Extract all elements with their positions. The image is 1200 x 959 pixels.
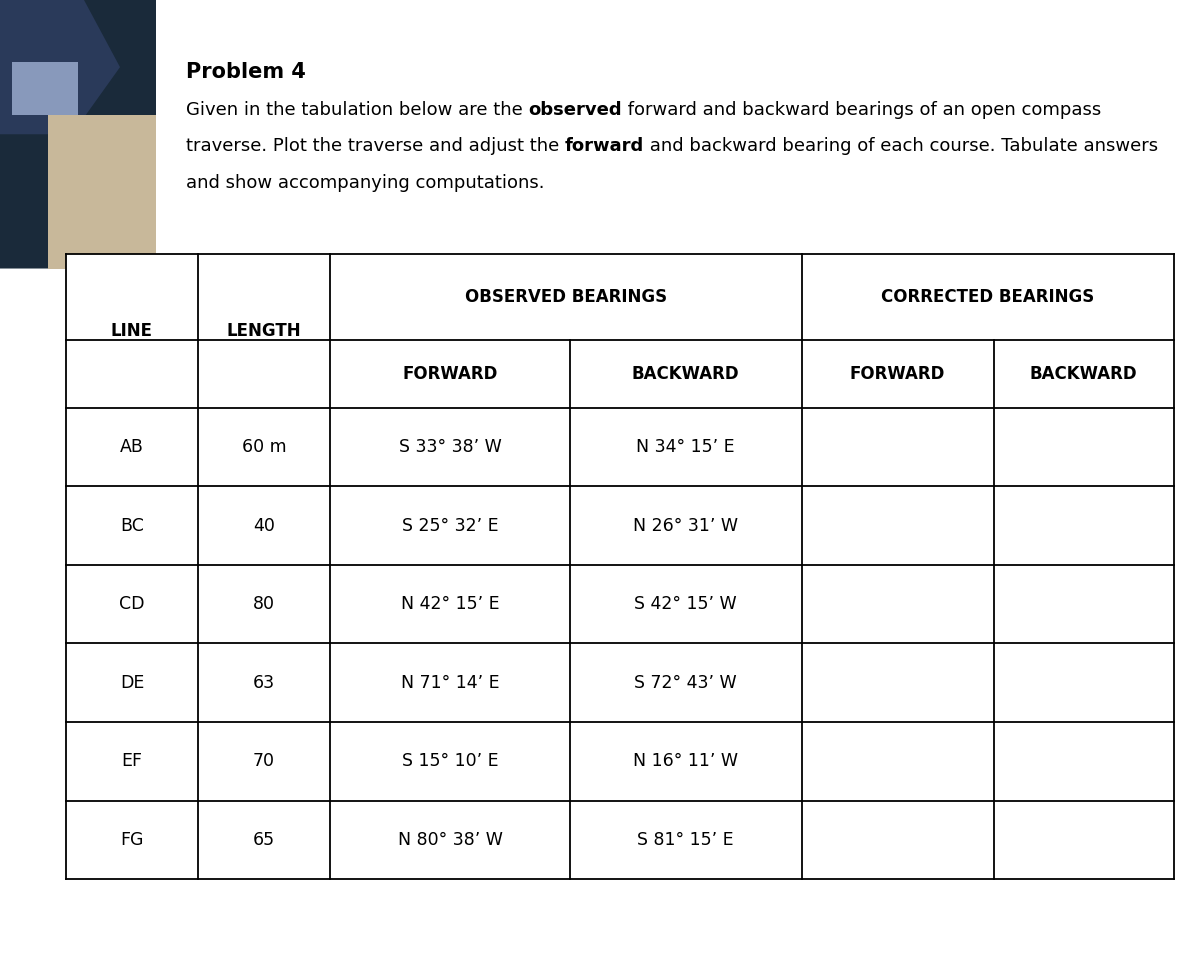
Text: N 26° 31’ W: N 26° 31’ W — [634, 517, 738, 534]
Text: S 81° 15’ E: S 81° 15’ E — [637, 831, 734, 849]
Text: OBSERVED BEARINGS: OBSERVED BEARINGS — [464, 289, 667, 306]
Text: BACKWARD: BACKWARD — [632, 365, 739, 383]
Text: FORWARD: FORWARD — [402, 365, 498, 383]
Text: S 42° 15’ W: S 42° 15’ W — [635, 596, 737, 613]
Text: observed: observed — [528, 101, 622, 119]
Polygon shape — [0, 0, 120, 134]
Polygon shape — [0, 0, 156, 269]
Bar — [12, 62, 78, 115]
Text: CORRECTED BEARINGS: CORRECTED BEARINGS — [881, 289, 1094, 306]
Text: traverse. Plot the traverse and adjust the: traverse. Plot the traverse and adjust t… — [186, 137, 565, 155]
Text: 80: 80 — [253, 596, 275, 613]
Text: DE: DE — [120, 674, 144, 691]
Text: S 72° 43’ W: S 72° 43’ W — [635, 674, 737, 691]
Text: Given in the tabulation below are the: Given in the tabulation below are the — [186, 101, 528, 119]
Text: and show accompanying computations.: and show accompanying computations. — [186, 174, 545, 192]
Text: FG: FG — [120, 831, 144, 849]
Text: forward and backward bearings of an open compass: forward and backward bearings of an open… — [622, 101, 1102, 119]
Text: N 80° 38’ W: N 80° 38’ W — [397, 831, 503, 849]
Text: CD: CD — [119, 596, 145, 613]
Bar — [66, 254, 1174, 879]
Text: 70: 70 — [253, 753, 275, 770]
Text: LENGTH: LENGTH — [227, 322, 301, 339]
Text: BC: BC — [120, 517, 144, 534]
Text: AB: AB — [120, 438, 144, 456]
Text: forward: forward — [565, 137, 644, 155]
Text: FORWARD: FORWARD — [850, 365, 946, 383]
Text: S 33° 38’ W: S 33° 38’ W — [398, 438, 502, 456]
Text: and backward bearing of each course. Tabulate answers: and backward bearing of each course. Tab… — [644, 137, 1158, 155]
Text: 65: 65 — [253, 831, 275, 849]
Text: N 71° 14’ E: N 71° 14’ E — [401, 674, 499, 691]
Text: BACKWARD: BACKWARD — [1030, 365, 1138, 383]
Text: 40: 40 — [253, 517, 275, 534]
Text: N 16° 11’ W: N 16° 11’ W — [634, 753, 738, 770]
Text: S 15° 10’ E: S 15° 10’ E — [402, 753, 498, 770]
Bar — [48, 115, 156, 269]
Text: N 34° 15’ E: N 34° 15’ E — [636, 438, 736, 456]
Text: Problem 4: Problem 4 — [186, 62, 306, 82]
Text: LINE: LINE — [112, 322, 154, 339]
Text: S 25° 32’ E: S 25° 32’ E — [402, 517, 498, 534]
Text: 60 m: 60 m — [241, 438, 287, 456]
Text: 63: 63 — [253, 674, 275, 691]
Text: N 42° 15’ E: N 42° 15’ E — [401, 596, 499, 613]
Text: EF: EF — [121, 753, 143, 770]
